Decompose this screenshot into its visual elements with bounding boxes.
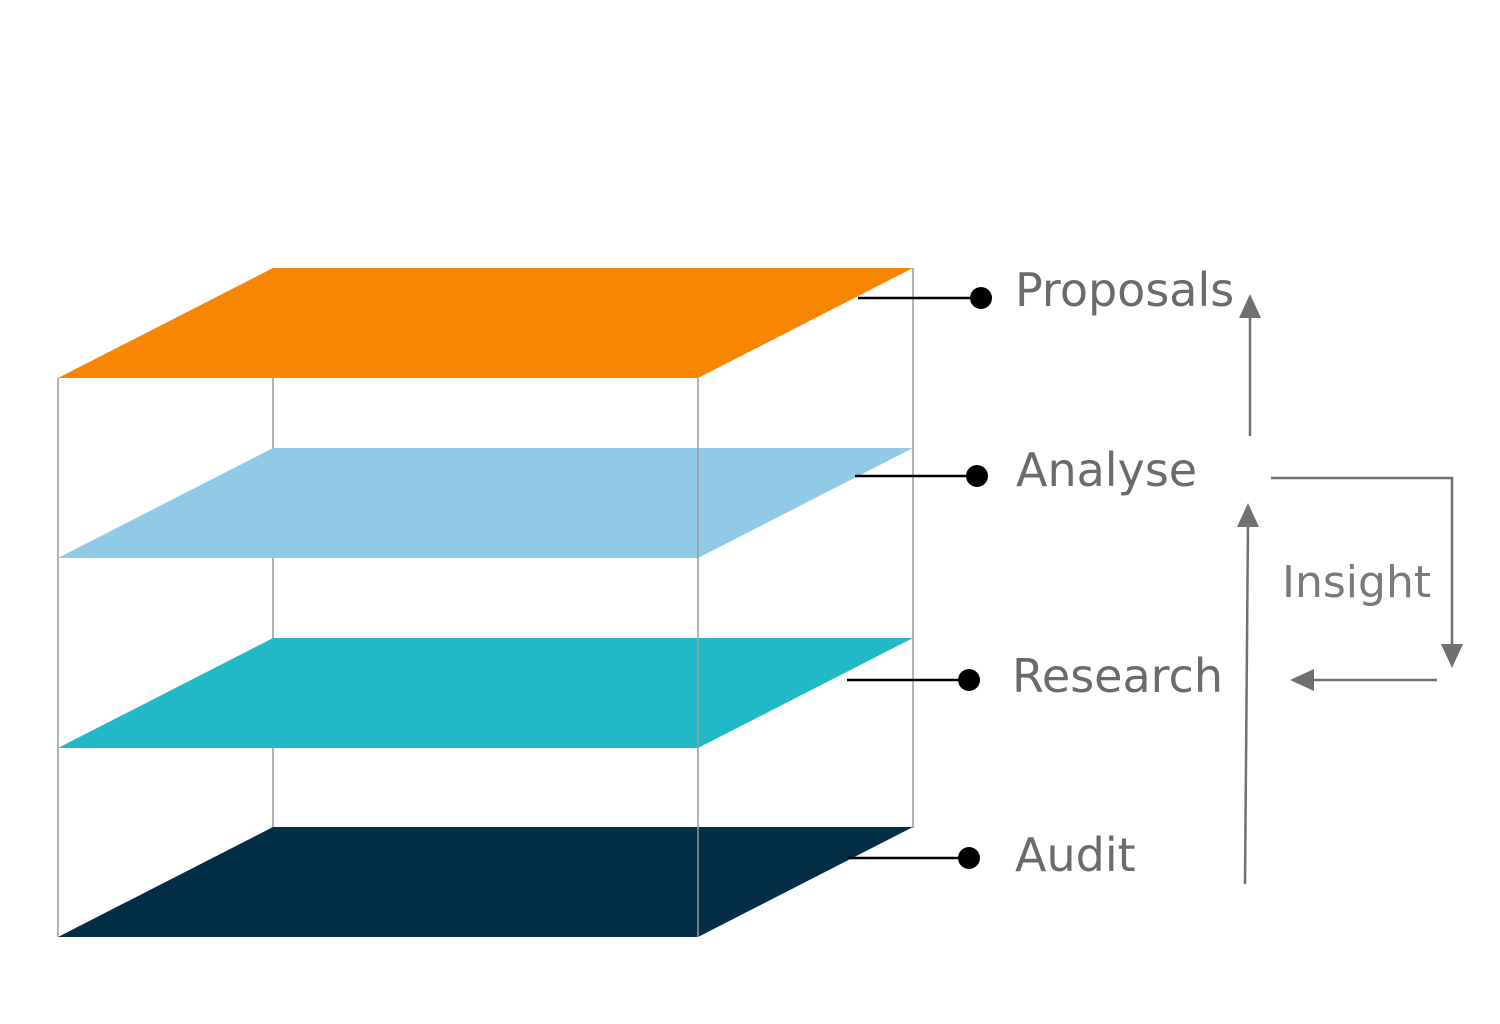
plane-proposals [58,268,913,378]
arrow-up-to-proposals [1239,294,1261,436]
arrow-up-to-analyse [1237,503,1259,885]
leader-dot-analyse [966,465,988,487]
leader-analyse [855,465,988,487]
arrowhead-up-analyse [1237,503,1259,527]
label-audit: Audit [1015,828,1136,882]
label-proposals: Proposals [1015,263,1234,317]
leader-dot-audit [958,847,980,869]
leader-research [847,669,980,691]
plane-analyse [58,448,913,558]
leader-dot-research [958,669,980,691]
label-analyse: Analyse [1016,443,1197,497]
label-insight: Insight [1282,557,1431,608]
label-research: Research [1012,649,1223,703]
plane-audit [58,827,913,937]
arrowhead-left-research [1290,669,1314,691]
arrowhead-down-insight [1441,644,1463,668]
cube-frame-front [57,378,699,937]
plane-research [58,638,913,748]
insight-loop-arrow [1271,476,1463,691]
leader-proposals [858,287,992,309]
leader-audit [848,847,980,869]
leader-dot-proposals [970,287,992,309]
arrowhead-up-proposals [1239,294,1261,318]
